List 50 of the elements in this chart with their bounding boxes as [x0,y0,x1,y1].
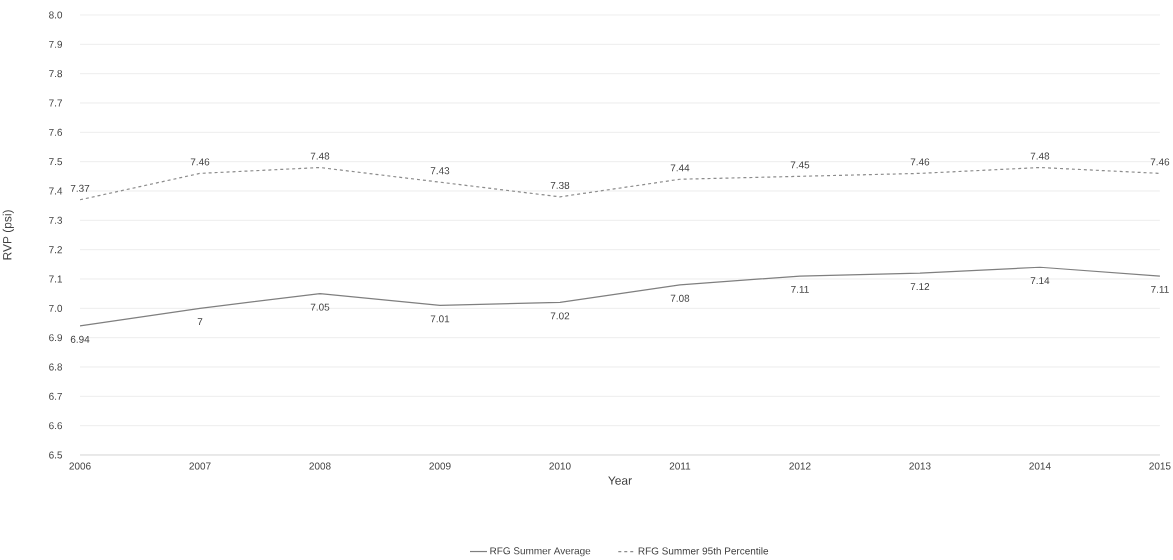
y-tick-label: 6.9 [49,334,63,342]
data-label: 7.43 [430,167,450,175]
data-label: 7.14 [1030,277,1050,285]
data-label: 7 [197,318,203,326]
data-label: 7.08 [670,294,690,302]
data-label: 7.02 [550,312,570,320]
y-axis-title: RVP (psi) [2,210,14,260]
x-axis-title: Year [608,476,632,485]
data-label: 7.37 [70,184,90,192]
y-tick-label: 7.8 [49,70,63,78]
data-label: 6.94 [70,335,90,343]
data-label: 7.44 [670,164,690,172]
x-tick-label: 2011 [669,462,691,470]
y-tick-label: 7.5 [49,158,63,166]
data-label: 7.46 [1150,158,1170,166]
y-tick-label: 7.9 [49,40,63,48]
x-tick-label: 2015 [1149,462,1171,470]
y-tick-label: 6.8 [49,363,63,371]
y-tick-label: 6.5 [49,451,63,459]
legend-label: RFG Summer Average [490,547,591,557]
y-tick-label: 7.2 [49,246,62,254]
data-label: 7.11 [1151,285,1169,293]
data-label: 7.12 [910,283,930,290]
data-label: 7.46 [190,158,210,166]
x-tick-label: 2012 [789,462,811,470]
data-label: 7.11 [791,285,809,293]
y-tick-label: 7.4 [49,187,63,195]
y-tick-label: 7.1 [49,275,63,283]
y-tick-label: 7.6 [49,128,63,136]
y-tick-label: 7.7 [49,99,62,107]
x-tick-label: 2007 [189,462,211,470]
y-tick-label: 8.0 [49,11,63,19]
data-label: 7.01 [430,315,450,323]
x-tick-label: 2009 [429,462,451,470]
data-label: 7.45 [790,161,810,169]
x-tick-label: 2014 [1029,462,1051,470]
y-tick-label: 7.3 [49,216,63,224]
x-tick-label: 2008 [309,462,331,470]
legend-label: RFG Summer 95th Percentile [638,547,769,555]
data-label: 7.46 [910,158,930,166]
data-label: 7.48 [1030,152,1050,160]
y-tick-label: 6.7 [49,392,62,400]
y-tick-label: 7.0 [49,304,63,312]
x-tick-label: 2006 [69,462,91,470]
data-label: 7.05 [310,303,330,311]
data-label: 7.38 [550,181,570,189]
x-tick-label: 2010 [549,462,571,470]
y-tick-label: 6.6 [49,422,63,430]
data-label: 7.48 [310,152,330,160]
x-tick-label: 2013 [909,462,931,470]
